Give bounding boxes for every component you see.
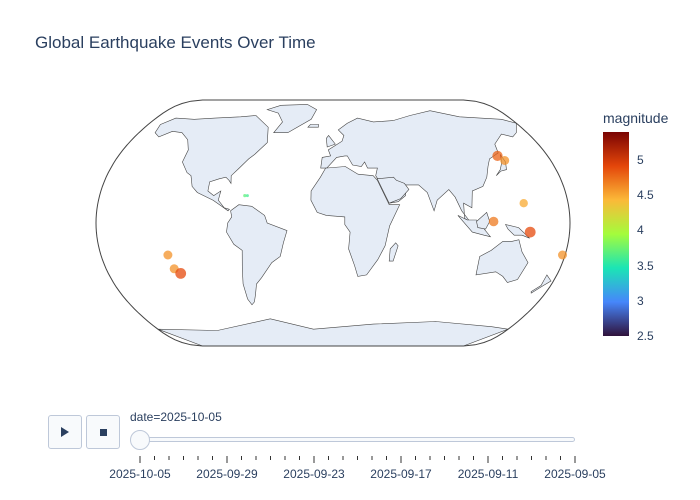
slider-tick-label: 2025-09-23 xyxy=(283,467,345,481)
slider-tick-label: 2025-09-05 xyxy=(544,467,606,481)
land-greenland xyxy=(266,104,318,133)
land-africa xyxy=(310,166,401,277)
land-arabia xyxy=(376,176,410,204)
earthquake-marker[interactable] xyxy=(175,268,187,279)
slider-tick-label: 2025-09-11 xyxy=(457,467,519,481)
chart-title: Global Earthquake Events Over Time xyxy=(35,33,316,52)
land-iceland xyxy=(307,124,319,128)
colorbar-tick-label: 3.5 xyxy=(637,258,654,273)
map-frame xyxy=(95,99,571,347)
land-antarctica xyxy=(157,318,510,346)
colorbar-title: magnitude xyxy=(603,110,669,126)
colorbar-tick-label: 2.5 xyxy=(637,329,654,343)
earthquake-marker[interactable] xyxy=(524,226,536,238)
stop-button[interactable] xyxy=(86,415,120,449)
play-icon xyxy=(61,427,69,437)
earthquake-marker[interactable] xyxy=(488,216,499,227)
earthquake-marker[interactable] xyxy=(243,194,247,198)
earthquake-marker[interactable] xyxy=(558,250,567,260)
slider-tick-label: 2025-10-05 xyxy=(109,467,171,481)
colorbar-tick-label: 5 xyxy=(637,153,644,168)
earthquake-marker[interactable] xyxy=(492,150,503,161)
colorbar-tick-label: 4 xyxy=(637,223,644,238)
land-masses xyxy=(154,104,552,346)
earthquake-marker[interactable] xyxy=(163,250,173,260)
stop-icon xyxy=(99,428,107,436)
land-north-america xyxy=(154,115,269,212)
colorbar-tick-label: 3 xyxy=(637,293,644,308)
land-australia xyxy=(475,239,529,283)
slider-handle[interactable] xyxy=(130,430,150,450)
date-slider[interactable] xyxy=(140,437,575,442)
land-south-america xyxy=(226,204,288,306)
slider-current-value: date=2025-10-05 xyxy=(130,410,222,424)
land-new-guinea xyxy=(504,224,530,239)
slider-tick-label: 2025-09-29 xyxy=(196,467,258,481)
land-madagascar xyxy=(388,242,399,262)
earthquake-markers[interactable] xyxy=(163,150,567,279)
land-new-zealand xyxy=(530,274,552,294)
land-indonesia xyxy=(457,215,492,238)
slider-tick-label: 2025-09-17 xyxy=(370,467,432,481)
earthquake-marker[interactable] xyxy=(519,199,528,208)
colorbar xyxy=(603,132,629,336)
land-eurasia xyxy=(320,110,517,222)
earthquake-marker[interactable] xyxy=(500,156,510,165)
colorbar-tick-label: 4.5 xyxy=(637,188,654,203)
earthquake-marker[interactable] xyxy=(245,194,249,198)
land-borneo xyxy=(476,211,491,230)
play-button[interactable] xyxy=(48,415,82,449)
land-uk xyxy=(325,135,336,148)
